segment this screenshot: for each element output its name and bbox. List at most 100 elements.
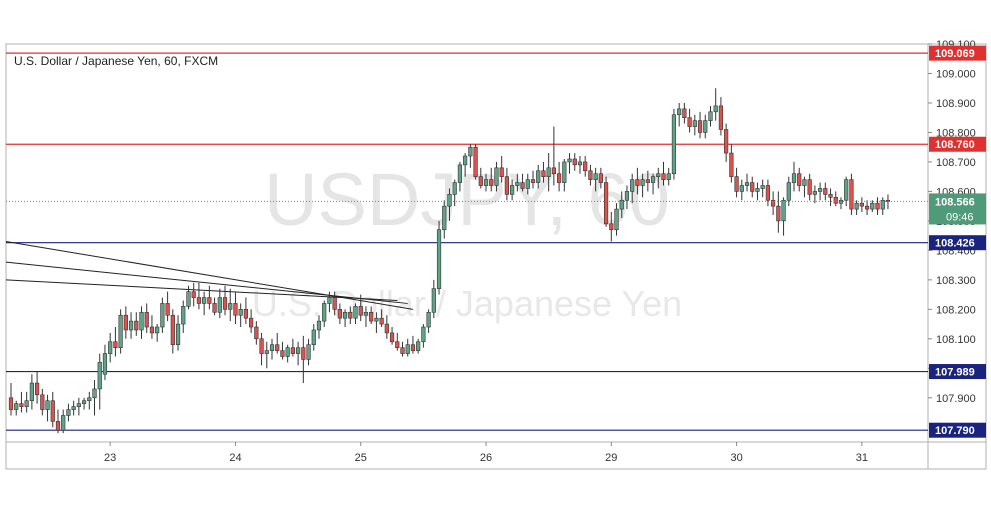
candle-166 xyxy=(875,197,880,215)
candle-body xyxy=(750,182,755,192)
candle-128 xyxy=(677,102,682,127)
candle-49 xyxy=(264,341,269,369)
candle-body xyxy=(290,347,295,354)
candle-body xyxy=(802,179,807,186)
candle-141 xyxy=(744,173,750,192)
y-tick-label-9: 108.800 xyxy=(936,127,976,139)
candles xyxy=(8,88,891,434)
candle-body xyxy=(478,176,483,186)
candle-119 xyxy=(630,173,635,204)
candle-82 xyxy=(436,220,442,295)
candle-body xyxy=(40,394,45,410)
candle-35 xyxy=(191,282,196,307)
candle-101 xyxy=(536,164,541,189)
candle-body xyxy=(170,314,175,346)
candle-body xyxy=(677,108,682,116)
candle-64 xyxy=(342,309,348,328)
candle-55 xyxy=(295,341,301,366)
level-badge-label-0: 109.069 xyxy=(935,48,975,60)
y-tick-label-2: 108.100 xyxy=(936,334,976,346)
candle-133 xyxy=(703,114,708,139)
candle-123 xyxy=(650,173,656,195)
candle-body xyxy=(384,323,389,334)
candle-body xyxy=(776,205,781,222)
candle-17 xyxy=(97,353,102,410)
y-tick-label-3: 108.200 xyxy=(936,304,976,316)
candle-body xyxy=(823,188,828,195)
candle-143 xyxy=(755,182,760,201)
candle-body xyxy=(614,208,619,231)
candle-14 xyxy=(81,397,87,410)
candle-47 xyxy=(254,321,259,345)
candle-68 xyxy=(363,306,369,328)
candle-118 xyxy=(624,185,630,210)
candle-23 xyxy=(128,312,134,339)
candle-body xyxy=(322,303,327,322)
level-badge-1 xyxy=(929,136,986,152)
x-tick-label-6: 31 xyxy=(856,452,868,464)
candle-126 xyxy=(666,167,671,186)
candle-body xyxy=(703,120,708,133)
candle-body xyxy=(630,179,635,192)
candle-body xyxy=(160,303,165,328)
candle-body xyxy=(228,303,233,310)
candle-body xyxy=(551,167,556,175)
candle-body xyxy=(358,306,363,316)
level-badge-3 xyxy=(929,364,986,380)
candle-57 xyxy=(306,338,311,366)
candle-70 xyxy=(374,312,379,333)
candle-body xyxy=(781,199,786,222)
candle-body xyxy=(400,347,405,354)
candle-body xyxy=(405,344,410,354)
candle-body xyxy=(619,199,624,210)
x-tick-label-2: 25 xyxy=(355,452,367,464)
candle-12 xyxy=(71,400,76,416)
candle-158 xyxy=(833,191,838,207)
candle-body xyxy=(724,129,729,154)
candle-body xyxy=(55,421,61,431)
candle-9 xyxy=(55,409,61,434)
candle-body xyxy=(577,161,583,166)
candle-16 xyxy=(92,380,97,416)
candle-21 xyxy=(118,309,123,354)
candle-147 xyxy=(776,191,781,233)
candle-99 xyxy=(525,173,530,195)
candle-body xyxy=(635,179,640,186)
candle-body xyxy=(541,170,546,177)
candle-body xyxy=(379,317,384,325)
candle-69 xyxy=(369,306,374,325)
time-axis-ticks: 23 24 25 26 29 30 31 xyxy=(104,442,868,464)
candle-83 xyxy=(442,200,447,239)
candle-body xyxy=(175,323,181,346)
candle-body xyxy=(499,167,504,177)
candle-body xyxy=(661,173,666,180)
candle-body xyxy=(19,403,24,407)
candle-92 xyxy=(489,167,494,192)
horizontal-levels xyxy=(6,52,928,431)
candle-113 xyxy=(598,167,603,189)
candle-107 xyxy=(567,153,572,174)
candle-146 xyxy=(771,191,776,215)
candle-body xyxy=(348,311,353,319)
candle-body xyxy=(765,185,770,201)
candle-165 xyxy=(870,200,875,213)
candle-body xyxy=(817,188,823,192)
candle-59 xyxy=(316,315,322,339)
candle-3 xyxy=(24,391,29,413)
candle-body xyxy=(71,406,76,410)
candle-86 xyxy=(457,161,463,192)
candle-body xyxy=(697,120,703,133)
candle-body xyxy=(760,185,765,189)
candle-body xyxy=(739,185,744,192)
candle-body xyxy=(744,182,750,186)
candle-131 xyxy=(692,114,697,136)
chart-frame xyxy=(5,43,987,470)
candle-body xyxy=(92,388,97,399)
y-tick-label-11: 109.000 xyxy=(936,68,976,80)
candle-body xyxy=(191,291,196,298)
level-badge-label-2: 108.426 xyxy=(935,238,975,250)
candle-1 xyxy=(14,400,19,416)
candle-body xyxy=(202,297,207,304)
